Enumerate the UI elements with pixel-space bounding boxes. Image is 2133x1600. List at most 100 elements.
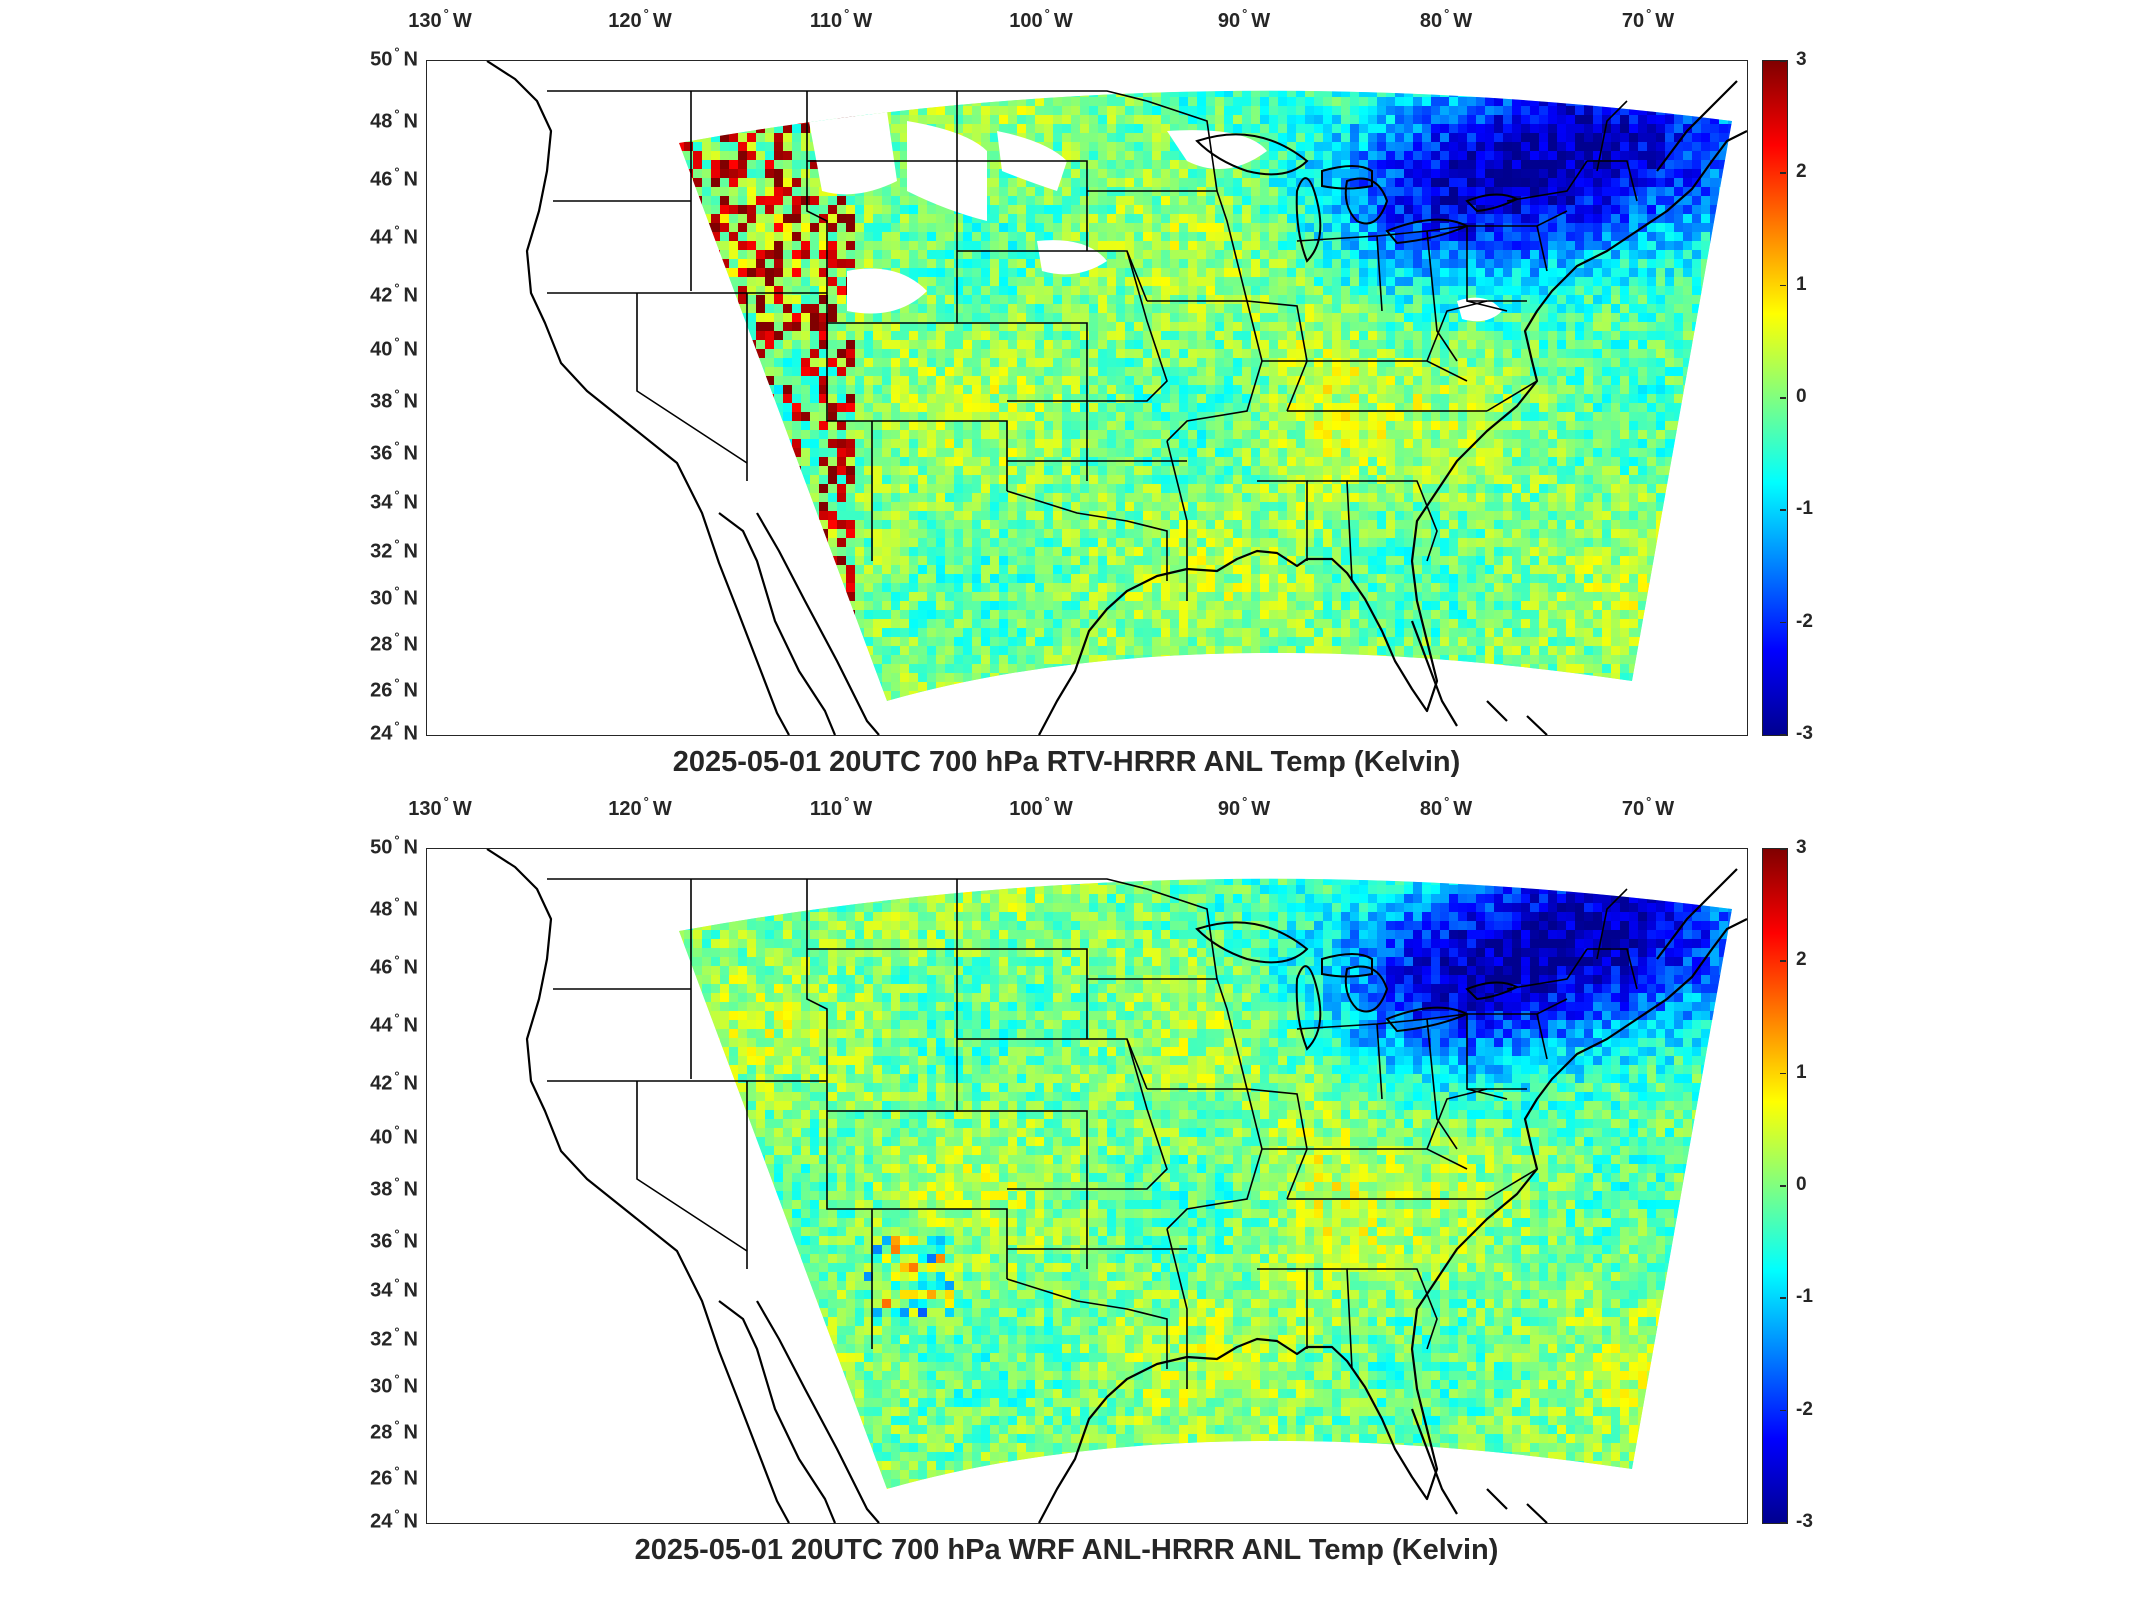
- field-cell: [990, 232, 999, 241]
- field-cell: [900, 259, 909, 268]
- field-cell: [1701, 241, 1710, 250]
- field-cell: [1017, 349, 1026, 358]
- field-cell: [765, 403, 774, 412]
- field-cell: [1107, 232, 1116, 241]
- field-cell: [801, 322, 810, 331]
- field-cell: [783, 214, 792, 223]
- field-cell: [1125, 394, 1134, 403]
- field-cell: [1152, 178, 1161, 187]
- field-cell: [1125, 268, 1134, 277]
- field-cell: [1701, 79, 1710, 88]
- field-cell: [1647, 232, 1656, 241]
- field-cell: [1728, 286, 1732, 295]
- field-cell: [1359, 304, 1368, 313]
- field-cell: [1188, 322, 1197, 331]
- field-cell: [1557, 106, 1566, 115]
- field-cell: [1368, 277, 1377, 286]
- field-cell: [774, 214, 783, 223]
- field-cell: [1323, 412, 1332, 421]
- field-cell: [927, 232, 936, 241]
- field-cell: [918, 412, 927, 421]
- field-cell: [774, 79, 783, 88]
- field-cell: [972, 403, 981, 412]
- field-cell: [1188, 223, 1197, 232]
- field-cell: [1035, 232, 1044, 241]
- field-cell: [1071, 358, 1080, 367]
- field-cell: [1656, 394, 1665, 403]
- field-cell: [1719, 313, 1728, 322]
- field-cell: [1125, 304, 1134, 313]
- field-cell: [1404, 250, 1413, 259]
- field-cell: [927, 340, 936, 349]
- field-cell: [1152, 277, 1161, 286]
- field-cell: [1215, 322, 1224, 331]
- field-cell: [1746, 349, 1747, 358]
- longitude-tick-label: 110 ° W: [809, 6, 873, 32]
- field-cell: [1386, 349, 1395, 358]
- field-cell: [1746, 79, 1747, 88]
- field-cell: [1674, 331, 1683, 340]
- field-cell: [1449, 97, 1458, 106]
- field-cell: [1674, 151, 1683, 160]
- field-cell: [837, 79, 846, 88]
- field-cell: [679, 97, 684, 106]
- field-cell: [1377, 259, 1386, 268]
- field-cell: [792, 61, 801, 70]
- field-cell: [1296, 394, 1305, 403]
- field-cell: [747, 70, 756, 79]
- field-cell: [819, 196, 828, 205]
- field-cell: [666, 223, 675, 232]
- field-cell: [1368, 205, 1377, 214]
- field-cell: [1503, 205, 1512, 214]
- field-cell: [1251, 70, 1260, 79]
- field-cell: [1458, 241, 1467, 250]
- field-cell: [1305, 421, 1314, 430]
- field-cell: [1188, 232, 1197, 241]
- field-cell: [1332, 90, 1341, 97]
- field-cell: [1737, 385, 1746, 394]
- field-cell: [1467, 151, 1476, 160]
- field-cell: [1404, 331, 1413, 340]
- field-cell: [1359, 313, 1368, 322]
- field-cell: [1251, 259, 1260, 268]
- field-cell: [801, 79, 810, 88]
- field-cell: [1170, 160, 1179, 169]
- field-cell: [1422, 250, 1431, 259]
- field-cell: [657, 268, 666, 277]
- field-cell: [1368, 97, 1377, 106]
- field-cell: [963, 412, 972, 421]
- field-cell: [1557, 367, 1566, 376]
- field-cell: [1170, 97, 1179, 106]
- field-cell: [990, 79, 999, 88]
- field-cell: [1521, 160, 1530, 169]
- field-cell: [1458, 232, 1467, 241]
- field-cell: [1422, 241, 1431, 250]
- field-cell: [1476, 250, 1485, 259]
- field-cell: [1737, 169, 1746, 178]
- field-cell: [1305, 241, 1314, 250]
- field-cell: [1116, 394, 1125, 403]
- field-cell: [1188, 160, 1197, 169]
- field-cell: [1611, 367, 1620, 376]
- field-cell: [1395, 385, 1404, 394]
- field-cell: [1062, 160, 1071, 169]
- field-cell: [945, 205, 954, 214]
- field-cell: [1260, 331, 1269, 340]
- field-cell: [1422, 376, 1431, 385]
- field-cell: [1152, 61, 1161, 70]
- field-cell: [1656, 412, 1665, 421]
- field-cell: [1620, 349, 1629, 358]
- field-cell: [792, 376, 801, 385]
- field-cell: [999, 259, 1008, 268]
- field-cell: [1512, 340, 1521, 349]
- field-cell: [1080, 313, 1089, 322]
- field-cell: [1170, 241, 1179, 250]
- field-cell: [1674, 259, 1683, 268]
- field-cell: [693, 142, 702, 151]
- field-cell: [1044, 421, 1053, 430]
- field-cell: [1656, 151, 1665, 160]
- field-cell: [1341, 90, 1350, 97]
- field-cell: [1422, 313, 1431, 322]
- field-cell: [747, 295, 756, 304]
- field-cell: [1152, 349, 1161, 358]
